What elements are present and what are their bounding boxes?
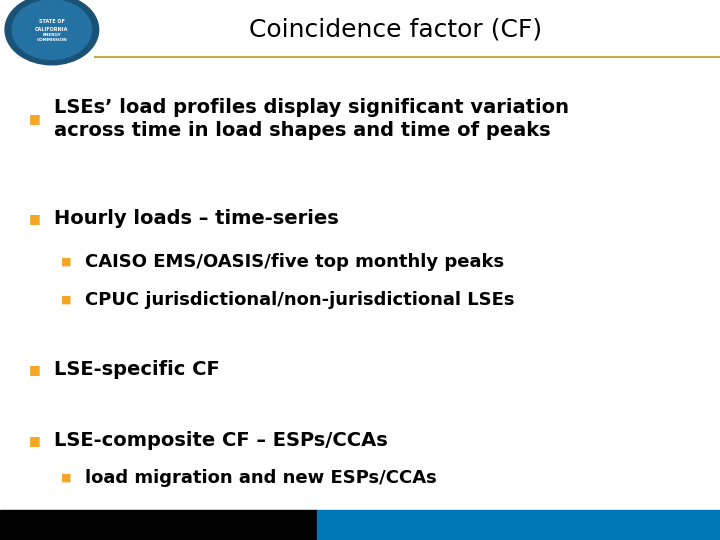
Bar (0, 510, 317, 540)
Circle shape (12, 0, 91, 59)
Text: CPUC jurisdictional/non-jurisdictional LSEs: CPUC jurisdictional/non-jurisdictional L… (85, 291, 515, 309)
Text: Coincidence factor (CF): Coincidence factor (CF) (249, 18, 543, 42)
Text: load migration and new ESPs/CCAs: load migration and new ESPs/CCAs (85, 469, 437, 487)
Text: CAISO EMS/OASIS/five top monthly peaks: CAISO EMS/OASIS/five top monthly peaks (85, 253, 504, 271)
Text: LSE-specific CF: LSE-specific CF (54, 360, 220, 380)
Circle shape (5, 0, 99, 65)
Text: STATE OF: STATE OF (39, 19, 65, 24)
Text: ■: ■ (29, 212, 40, 225)
Text: ■: ■ (61, 295, 72, 305)
Text: ENERGY
COMMISSION: ENERGY COMMISSION (37, 33, 67, 42)
Text: Hourly loads – time-series: Hourly loads – time-series (54, 209, 338, 228)
Text: ■: ■ (29, 112, 40, 125)
Text: ■: ■ (61, 257, 72, 267)
Text: LSE-composite CF – ESPs/CCAs: LSE-composite CF – ESPs/CCAs (54, 430, 388, 450)
Text: LSEs’ load profiles display significant variation
across time in load shapes and: LSEs’ load profiles display significant … (54, 98, 569, 140)
Text: ■: ■ (29, 363, 40, 376)
Text: ■: ■ (61, 473, 72, 483)
Bar (317, 510, 720, 540)
Text: ■: ■ (29, 434, 40, 447)
Text: CALIFORNIA: CALIFORNIA (35, 27, 68, 32)
